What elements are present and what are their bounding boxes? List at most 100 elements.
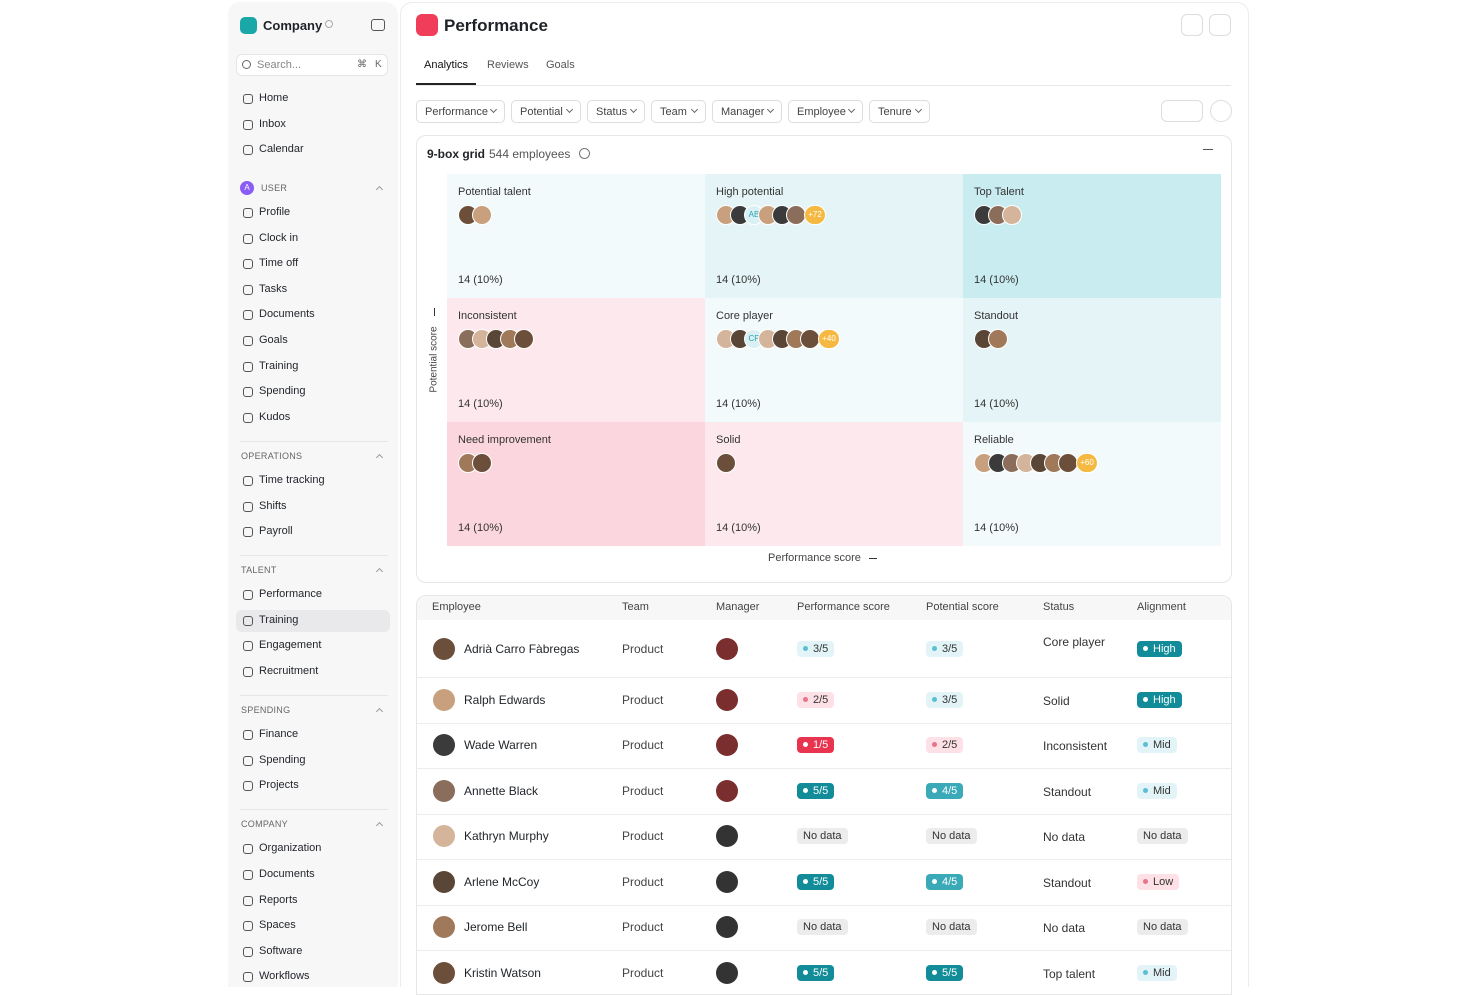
employee-name[interactable]: Kathryn Murphy <box>464 829 549 844</box>
nav-item[interactable]: Documents <box>259 868 315 880</box>
score-text: 4/5 <box>942 784 958 797</box>
cell-count: 14 (10%) <box>974 522 1019 534</box>
nav-item[interactable]: Spending <box>259 753 306 766</box>
column-header[interactable]: Alignment <box>1137 601 1186 613</box>
grid-cell[interactable]: Core player 14 (10%) CP +40 <box>705 298 963 422</box>
grid-cell[interactable]: Inconsistent 14 (10%) <box>447 298 705 422</box>
employee-name[interactable]: Ralph Edwards <box>464 692 546 707</box>
row-line <box>416 859 1231 860</box>
nav-item[interactable]: Finance <box>259 728 299 741</box>
nav-item[interactable]: Workflows <box>259 970 310 983</box>
section-title: COMPANY <box>241 819 288 830</box>
nav-icon <box>243 781 253 792</box>
score: 1/5 <box>797 737 835 754</box>
nav-item[interactable]: Tasks <box>259 282 288 295</box>
grid-cell[interactable]: Standout 14 (10%) <box>963 298 1221 422</box>
score-text: No data <box>932 921 971 934</box>
nav-item[interactable]: Clock in <box>259 231 299 244</box>
avatar <box>786 205 806 225</box>
tab[interactable]: Goals <box>546 59 575 71</box>
filter[interactable]: Employee <box>788 100 863 123</box>
avatar <box>716 453 736 473</box>
info <box>579 148 590 159</box>
filter[interactable]: Team <box>651 100 706 123</box>
settings[interactable] <box>1181 14 1203 36</box>
team: Product <box>622 738 664 753</box>
nav-item[interactable]: Goals <box>259 334 288 346</box>
view-toggle[interactable] <box>1161 100 1203 122</box>
nav-icon <box>243 590 253 601</box>
nav-item[interactable]: Software <box>259 944 303 957</box>
filter[interactable]: Tenure <box>869 100 930 123</box>
expand[interactable] <box>1203 149 1213 158</box>
cell-name: Need improvement <box>458 434 551 446</box>
column-header[interactable]: Status <box>1043 601 1075 613</box>
score: No data <box>797 828 848 845</box>
column-header[interactable]: Manager <box>716 601 760 613</box>
grid-cell[interactable]: High potential 14 (10%) AB +72 <box>705 174 963 298</box>
column-header[interactable]: Employee <box>432 601 481 613</box>
score: 3/5 <box>926 640 964 657</box>
grid-cell[interactable]: Need improvement 14 (10%) <box>447 422 705 546</box>
nav-item[interactable]: Engagement <box>259 639 322 652</box>
nav-icon <box>243 119 253 130</box>
filter[interactable]: Performance <box>416 100 505 123</box>
employee-name[interactable]: Jerome Bell <box>464 920 528 935</box>
nav-item[interactable]: Spending <box>259 385 306 398</box>
nav-item[interactable]: Kudos <box>259 410 291 423</box>
nav-item[interactable]: Reports <box>259 893 298 906</box>
shortcut: ⌘ <box>357 59 367 70</box>
nav-item[interactable]: Training <box>259 359 299 372</box>
toggle[interactable] <box>371 19 385 31</box>
nav-item[interactable]: Time tracking <box>259 473 325 486</box>
divider <box>240 695 388 697</box>
cell-name: Potential talent <box>458 186 531 198</box>
filter[interactable]: Potential <box>511 100 581 123</box>
column-header[interactable]: Performance score <box>797 601 890 613</box>
download[interactable] <box>1210 100 1232 122</box>
grid-cell[interactable]: Reliable 14 (10%) +60 <box>963 422 1221 546</box>
nav-item[interactable]: Training <box>259 613 299 626</box>
employee-name[interactable]: Kristin Watson <box>464 965 541 980</box>
grid-cell[interactable]: Solid 14 (10%) <box>705 422 963 546</box>
nav-item[interactable]: Recruitment <box>259 665 319 677</box>
column-header[interactable]: Potential score <box>926 601 999 613</box>
nav-item[interactable]: Inbox <box>259 117 286 130</box>
more[interactable] <box>1209 14 1231 36</box>
grid-cell[interactable]: Potential talent 14 (10%) <box>447 174 705 298</box>
cell-count: 14 (10%) <box>974 398 1019 410</box>
nav-item[interactable]: Documents <box>259 308 315 321</box>
nav-item[interactable]: Calendar <box>259 143 304 155</box>
nav-item[interactable]: Home <box>259 92 289 104</box>
score-text: 3/5 <box>942 693 958 706</box>
column-header[interactable]: Team <box>622 601 649 613</box>
filter[interactable]: Manager <box>712 100 782 123</box>
score-text: 5/5 <box>813 875 829 888</box>
grid-cell[interactable]: Top Talent 14 (10%) <box>963 174 1221 298</box>
avatar <box>433 637 455 660</box>
nav-icon <box>243 361 253 372</box>
nav-item[interactable]: Time off <box>259 257 299 270</box>
search[interactable] <box>236 54 388 76</box>
caret <box>325 20 333 28</box>
nav-icon <box>243 641 253 652</box>
avatar <box>514 329 534 349</box>
tab[interactable]: Reviews <box>487 59 529 71</box>
nav-item[interactable]: Spaces <box>259 919 296 932</box>
employee-name[interactable]: Arlene McCoy <box>464 874 540 889</box>
nav-item[interactable]: Shifts <box>259 499 287 512</box>
score: No data <box>926 919 977 936</box>
score-text: 3/5 <box>942 642 958 655</box>
nav-item[interactable]: Payroll <box>259 525 293 538</box>
nav-item[interactable]: Organization <box>259 842 322 855</box>
nav-item[interactable]: Performance <box>259 588 322 601</box>
filter[interactable]: Status <box>587 100 645 123</box>
tab[interactable]: Analytics <box>424 59 469 71</box>
employee-name[interactable]: Wade Warren <box>464 738 538 753</box>
employee-name[interactable]: Adrià Carro Fàbregas <box>464 641 580 656</box>
nav-item[interactable]: Projects <box>259 779 299 792</box>
nav-item[interactable]: Profile <box>259 206 291 218</box>
avatar <box>800 329 820 349</box>
company-name[interactable]: Company <box>263 18 323 33</box>
employee-name[interactable]: Annette Black <box>464 783 539 798</box>
